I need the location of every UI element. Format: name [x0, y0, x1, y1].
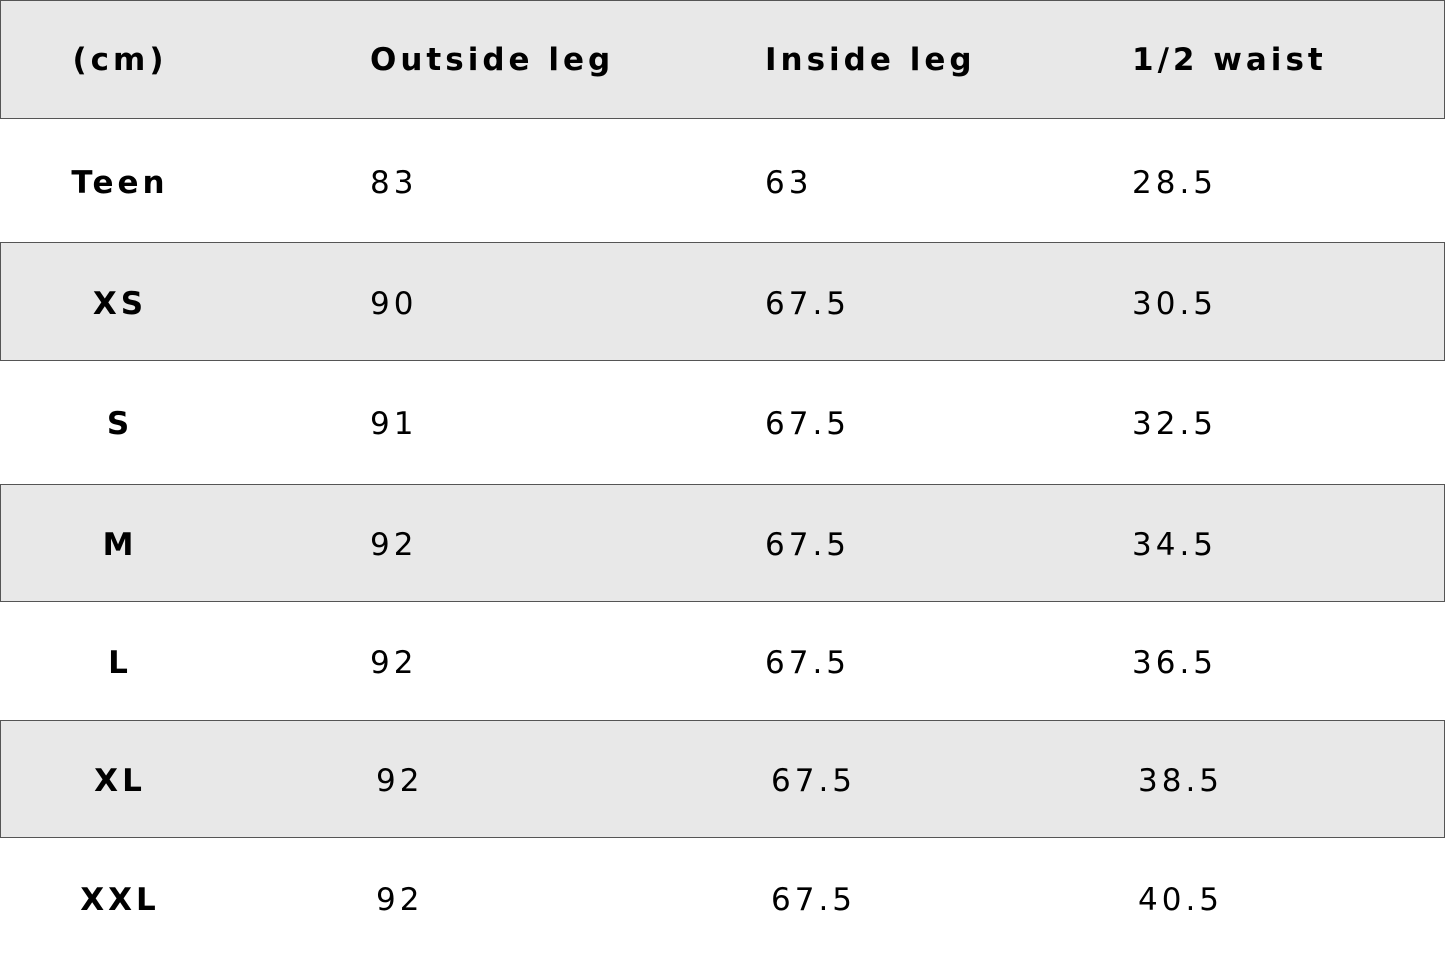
table-cell: 92 [370, 645, 418, 681]
table-cell: 67.5 [771, 763, 857, 799]
table-cell: 67.5 [765, 406, 851, 442]
row-label: Teen [71, 164, 169, 201]
header-cell: Outside leg [370, 41, 615, 78]
table-cell: 67.5 [765, 527, 851, 563]
table-cell: 92 [376, 881, 424, 918]
table-cell: 91 [370, 406, 418, 442]
table-cell: 34.5 [1132, 527, 1218, 563]
header-cell: Inside leg [765, 41, 976, 78]
table-cell: 38.5 [1138, 763, 1224, 799]
header-row [0, 0, 1445, 119]
table-cell: 63 [765, 164, 813, 201]
table-cell: 40.5 [1138, 881, 1224, 918]
row-label: L [108, 645, 132, 681]
table-cell: 67.5 [765, 645, 851, 681]
table-cell: 36.5 [1132, 645, 1218, 681]
table-cell: 92 [376, 763, 424, 799]
table-row-shaded [0, 484, 1445, 602]
row-label: XS [92, 285, 148, 322]
table-row-shaded [0, 720, 1445, 838]
table-cell: 92 [370, 527, 418, 563]
header-cell: 1/2 waist [1132, 41, 1327, 78]
row-label: S [106, 406, 134, 442]
table-cell: 32.5 [1132, 406, 1218, 442]
table-cell: 67.5 [765, 285, 851, 322]
row-label: XXL [80, 881, 160, 918]
table-row-shaded [0, 242, 1445, 361]
table-cell: 67.5 [771, 881, 857, 918]
row-label: XL [94, 763, 146, 799]
table-cell: 30.5 [1132, 285, 1218, 322]
header-cell: (cm) [72, 41, 168, 78]
table-cell: 90 [370, 285, 418, 322]
table-cell: 28.5 [1132, 164, 1218, 201]
table-cell: 83 [370, 164, 418, 201]
row-label: M [102, 527, 138, 563]
